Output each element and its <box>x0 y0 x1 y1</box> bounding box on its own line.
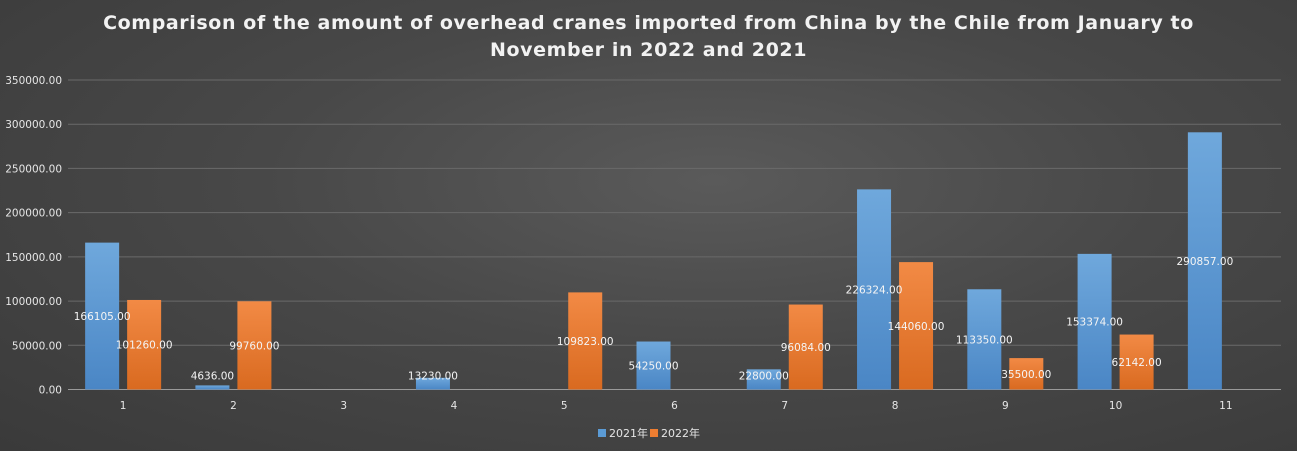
y-tick-label: 300000.00 <box>5 119 62 131</box>
legend-swatch <box>598 429 606 437</box>
bar-2021-month-1 <box>85 242 120 390</box>
data-label: 153374.00 <box>1066 317 1123 329</box>
x-tick-label: 11 <box>1219 400 1232 412</box>
bar-2022-month-1 <box>127 299 162 390</box>
data-label: 166105.00 <box>74 311 131 323</box>
y-tick-label: 200000.00 <box>5 208 62 220</box>
data-label: 144060.00 <box>888 321 945 333</box>
x-tick-label: 7 <box>781 400 788 412</box>
x-axis-ticks: 1 2 3 4 5 6 7 8 9 10 11 <box>120 400 1233 412</box>
legend-swatch <box>650 429 658 437</box>
bar-2021-month-2 <box>195 385 230 390</box>
bar-2021-month-9 <box>967 289 1002 390</box>
y-tick-label: 100000.00 <box>5 296 62 308</box>
y-tick-label: 150000.00 <box>5 252 62 264</box>
data-label: 4636.00 <box>191 371 234 383</box>
data-label: 54250.00 <box>628 361 678 373</box>
data-label: 101260.00 <box>116 340 173 352</box>
legend: 2021年 2022年 <box>598 426 700 440</box>
data-label: 22800.00 <box>739 371 789 383</box>
legend-label: 2021年 <box>609 426 648 440</box>
bar-2022-month-2 <box>237 301 272 390</box>
chart-title: Comparison of the amount of overhead cra… <box>0 10 1297 64</box>
bar-2022-month-10 <box>1119 334 1154 390</box>
data-label: 290857.00 <box>1176 256 1233 268</box>
data-label: 62142.00 <box>1112 357 1162 369</box>
bar-2021-month-10 <box>1077 253 1112 390</box>
data-label: 109823.00 <box>557 336 614 348</box>
data-label: 35500.00 <box>1001 369 1051 381</box>
x-tick-label: 8 <box>892 400 899 412</box>
x-tick-label: 1 <box>120 400 127 412</box>
y-tick-label: 0.00 <box>39 385 62 397</box>
x-tick-label: 10 <box>1109 400 1122 412</box>
bar-2022-month-5 <box>568 292 603 390</box>
y-axis-ticks: 0.00 50000.00 100000.00 150000.00 200000.00 2… <box>5 75 62 397</box>
bars <box>85 132 1222 390</box>
bar-2021-month-11 <box>1187 132 1222 390</box>
data-label: 113350.00 <box>956 334 1013 346</box>
x-tick-label: 5 <box>561 400 568 412</box>
data-label: 226324.00 <box>846 284 903 296</box>
y-tick-label: 50000.00 <box>12 340 62 352</box>
data-label: 99760.00 <box>229 340 279 352</box>
chart-title-line-2: November in 2022 and 2021 <box>489 39 808 61</box>
x-tick-label: 9 <box>1002 400 1009 412</box>
chart-title-line-1: Comparison of the amount of overhead cra… <box>103 12 1194 34</box>
bar-2022-month-9 <box>1009 358 1044 390</box>
bar-2021-month-7 <box>746 369 781 390</box>
bar-2021-month-8 <box>857 189 892 390</box>
data-labels: 166105.00 4636.00 13230.00 54250.00 22800.00… <box>74 256 1234 383</box>
x-tick-label: 6 <box>671 400 678 412</box>
bar-2022-month-8 <box>899 262 934 390</box>
bar-2022-month-7 <box>788 304 823 390</box>
bar-2021-month-4 <box>415 377 450 390</box>
data-label: 96084.00 <box>781 342 831 354</box>
bar-2021-month-6 <box>636 341 671 390</box>
x-tick-label: 2 <box>230 400 237 412</box>
data-label: 13230.00 <box>408 371 458 383</box>
x-tick-label: 3 <box>340 400 347 412</box>
y-tick-label: 250000.00 <box>5 163 62 175</box>
legend-label: 2022年 <box>661 426 700 440</box>
y-tick-label: 350000.00 <box>5 75 62 87</box>
x-tick-label: 4 <box>451 400 458 412</box>
